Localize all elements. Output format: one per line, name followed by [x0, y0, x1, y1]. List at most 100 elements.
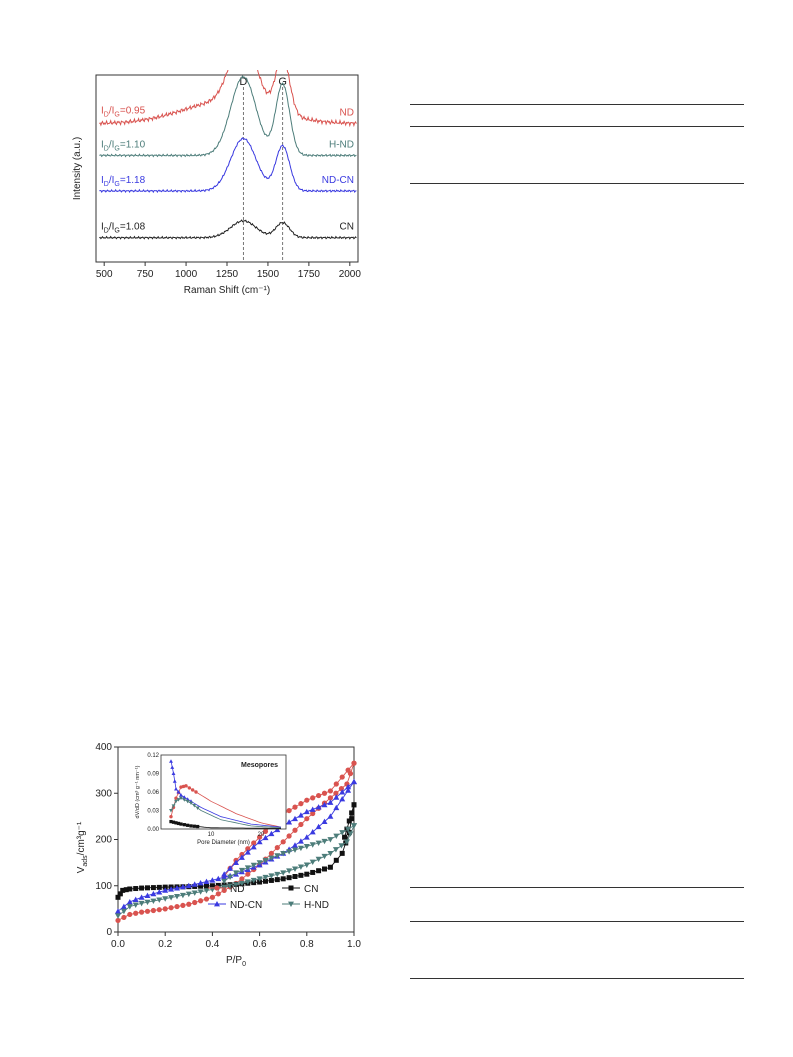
isotherm-point-nd-cn — [297, 838, 304, 844]
isotherm-point-h-nd — [132, 902, 139, 908]
isotherm-point-nd-cn — [339, 796, 346, 802]
isotherm-point-cn — [333, 857, 339, 863]
isotherm-point-h-nd — [227, 874, 234, 880]
isotherm-point-nd-cn — [197, 879, 204, 886]
inset-y-tick-label: 0.09 — [147, 772, 159, 778]
series-name-nd-cn: ND-CN — [322, 175, 354, 186]
isotherm-point-h-nd — [250, 877, 257, 884]
isotherm-point-nd — [186, 901, 192, 907]
y-tick-label: 200 — [95, 835, 112, 846]
x-tick-label: 1500 — [257, 269, 280, 280]
inset-point-h-nd — [189, 801, 193, 806]
isotherm-point-cn — [215, 882, 221, 888]
isotherm-point-h-nd — [292, 847, 298, 853]
legend-marker — [214, 901, 220, 907]
table2-rule-mid — [410, 921, 744, 922]
isotherm-point-nd — [310, 810, 316, 817]
ratio-label-nd-cn: ID/IG=1.18 — [101, 175, 146, 188]
isotherm-point-cn — [292, 874, 298, 879]
inset-point-h-nd — [174, 799, 178, 804]
isotherm-point-nd — [298, 821, 304, 828]
isotherm-point-nd-cn — [227, 865, 234, 871]
legend-label: H-ND — [304, 900, 329, 911]
inset-point-nd-cn — [171, 771, 176, 776]
y-tick-label: 100 — [95, 881, 112, 892]
inset-point-nd-cn — [169, 759, 173, 763]
isotherm-figure: 0 100 200 300 400 0.0 0.2 0.4 0.6 0.8 1.0 P/P0 Vads/… — [68, 740, 368, 975]
isotherm-point-h-nd — [233, 882, 239, 888]
isotherm-point-nd — [257, 834, 263, 840]
isotherm-point-nd — [327, 795, 333, 801]
isotherm-point-h-nd — [238, 867, 245, 874]
isotherm-point-nd — [304, 816, 310, 822]
isotherm-point-nd-cn — [309, 828, 316, 835]
isotherm-point-h-nd — [333, 833, 340, 840]
y-axis-label: Intensity (a.u.) — [72, 137, 83, 200]
isotherm-point-h-nd — [227, 883, 234, 889]
isotherm-point-h-nd — [280, 870, 287, 876]
isotherm-point-h-nd — [345, 826, 352, 833]
inset-point-cn — [182, 823, 186, 827]
inset-y-tick-label: 0.12 — [147, 753, 159, 759]
inset-y-tick-label: 0.00 — [147, 827, 159, 833]
isotherm-point-cn — [263, 878, 268, 884]
isotherm-point-nd — [327, 788, 333, 794]
x-tick-label: 1250 — [216, 269, 239, 280]
inset-point-cn — [176, 821, 181, 826]
isotherm-point-nd — [180, 902, 186, 909]
inset-point-nd-cn — [182, 795, 187, 799]
isotherm-point-cn — [351, 802, 357, 808]
isotherm-point-h-nd — [315, 840, 322, 846]
inset-point-h-nd — [192, 804, 197, 808]
isotherm-point-nd — [338, 786, 345, 792]
isotherm-point-nd-cn — [179, 883, 186, 890]
isotherm-point-cn — [274, 877, 280, 883]
isotherm-point-nd-cn — [144, 892, 151, 898]
series-line-cn — [99, 219, 357, 240]
isotherm-point-nd-cn — [333, 804, 340, 811]
isotherm-point-cn — [346, 818, 352, 824]
inset-point-cn — [171, 820, 176, 824]
isotherm-point-nd-cn — [321, 818, 328, 824]
isotherm-point-cn — [198, 883, 204, 889]
isotherm-point-nd — [345, 767, 351, 773]
x-tick-label: 1000 — [175, 269, 198, 280]
inset-point-nd-cn — [170, 765, 175, 769]
isotherm-point-nd-cn — [203, 878, 210, 884]
inset-point-nd-cn — [174, 786, 178, 791]
isotherm-point-cn — [133, 886, 139, 892]
inset-point-nd-cn — [185, 797, 190, 801]
table2-rule-top — [410, 887, 744, 888]
series-line-nd-cn — [99, 137, 357, 194]
inset-point-nd — [184, 784, 188, 788]
isotherm-point-nd-cn — [345, 783, 352, 790]
isotherm-point-h-nd — [233, 870, 239, 876]
isotherm-point-h-nd — [244, 879, 251, 885]
isotherm-point-h-nd — [343, 839, 350, 845]
inset-x-tick-label: 10 — [208, 832, 215, 838]
isotherm-point-nd — [174, 903, 180, 910]
isotherm-point-nd — [286, 807, 292, 814]
inset-point-cn — [169, 819, 173, 824]
isotherm-point-nd — [304, 797, 310, 803]
isotherm-point-h-nd — [321, 853, 328, 860]
isotherm-point-h-nd — [203, 888, 210, 894]
inset-point-cn — [189, 824, 193, 828]
isotherm-point-nd-cn — [256, 838, 263, 845]
isotherm-point-h-nd — [179, 892, 186, 899]
isotherm-point-nd — [156, 907, 162, 913]
isotherm-point-cn — [257, 879, 263, 885]
inset-point-h-nd — [179, 796, 183, 801]
isotherm-point-nd — [127, 911, 133, 918]
inset-point-nd — [190, 788, 195, 792]
isotherm-point-nd — [139, 909, 145, 915]
isotherm-point-h-nd — [250, 862, 257, 869]
isotherm-point-nd — [215, 891, 221, 897]
isotherm-point-cn — [162, 884, 168, 890]
isotherm-point-h-nd — [115, 913, 121, 919]
isotherm-point-nd-cn — [292, 815, 298, 822]
x-axis-label: P/P0 — [226, 955, 246, 968]
isotherm-point-nd-cn — [221, 874, 228, 880]
isotherm-point-nd — [268, 850, 274, 856]
isotherm-point-cn — [280, 876, 286, 882]
